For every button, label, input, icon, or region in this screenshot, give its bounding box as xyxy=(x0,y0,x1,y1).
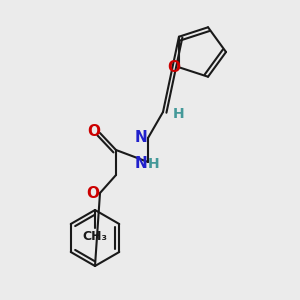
Text: O: O xyxy=(167,60,181,75)
Text: H: H xyxy=(173,107,185,121)
Text: H: H xyxy=(148,157,160,171)
Text: CH₃: CH₃ xyxy=(82,230,107,244)
Text: O: O xyxy=(88,124,100,139)
Text: N: N xyxy=(135,130,147,146)
Text: N: N xyxy=(135,157,147,172)
Text: O: O xyxy=(86,185,100,200)
